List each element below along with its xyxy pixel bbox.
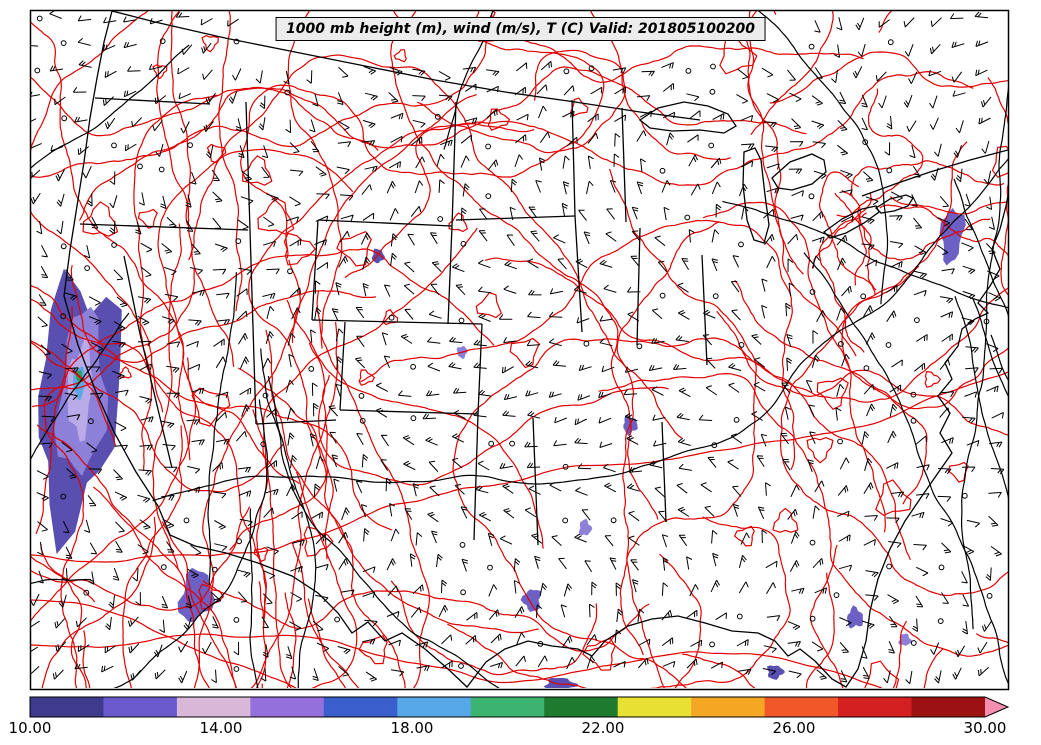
map-frame [29,9,1010,691]
colorbar-tick-label-26: 26.00 [772,719,816,737]
chart-title: 1000 mb height (m), wind (m/s), T (C) Va… [275,17,766,41]
colorbar-tick-label-22: 22.00 [581,719,625,737]
colorbar-tick-label-30: 30.00 [963,719,1007,737]
colorbar-tick-label-18: 18.00 [390,719,434,737]
height-contours-and-geography-layer [31,11,1008,688]
colorbar [29,696,1010,718]
temperature-contours-layer [31,11,1008,688]
colorbar-tick-label-10: 10.00 [8,719,52,737]
wind-barbs-layer [31,11,1005,685]
colorbar-tick-label-14: 14.00 [199,719,243,737]
